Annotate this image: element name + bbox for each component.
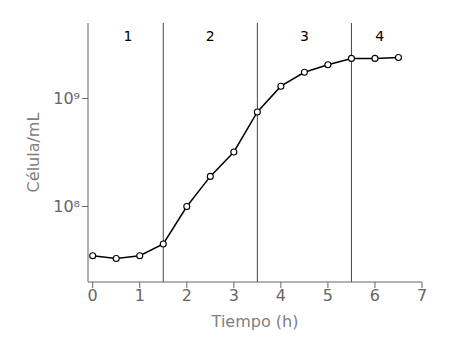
svg-text:3: 3: [300, 28, 309, 44]
svg-text:1: 1: [124, 28, 133, 44]
svg-text:4: 4: [276, 286, 286, 305]
svg-text:7: 7: [417, 286, 427, 305]
svg-text:2: 2: [182, 286, 192, 305]
svg-text:0: 0: [88, 286, 98, 305]
svg-text:5: 5: [323, 286, 333, 305]
svg-text:Tiempo (h): Tiempo (h): [211, 312, 299, 331]
svg-text:4: 4: [375, 28, 384, 44]
svg-text:Célula/mL: Célula/mL: [24, 113, 43, 193]
svg-text:1: 1: [135, 286, 145, 305]
svg-text:2: 2: [206, 28, 215, 44]
svg-text:3: 3: [229, 286, 239, 305]
svg-text:10⁹: 10⁹: [53, 89, 80, 108]
svg-text:10⁸: 10⁸: [53, 197, 80, 216]
svg-text:6: 6: [370, 286, 380, 305]
